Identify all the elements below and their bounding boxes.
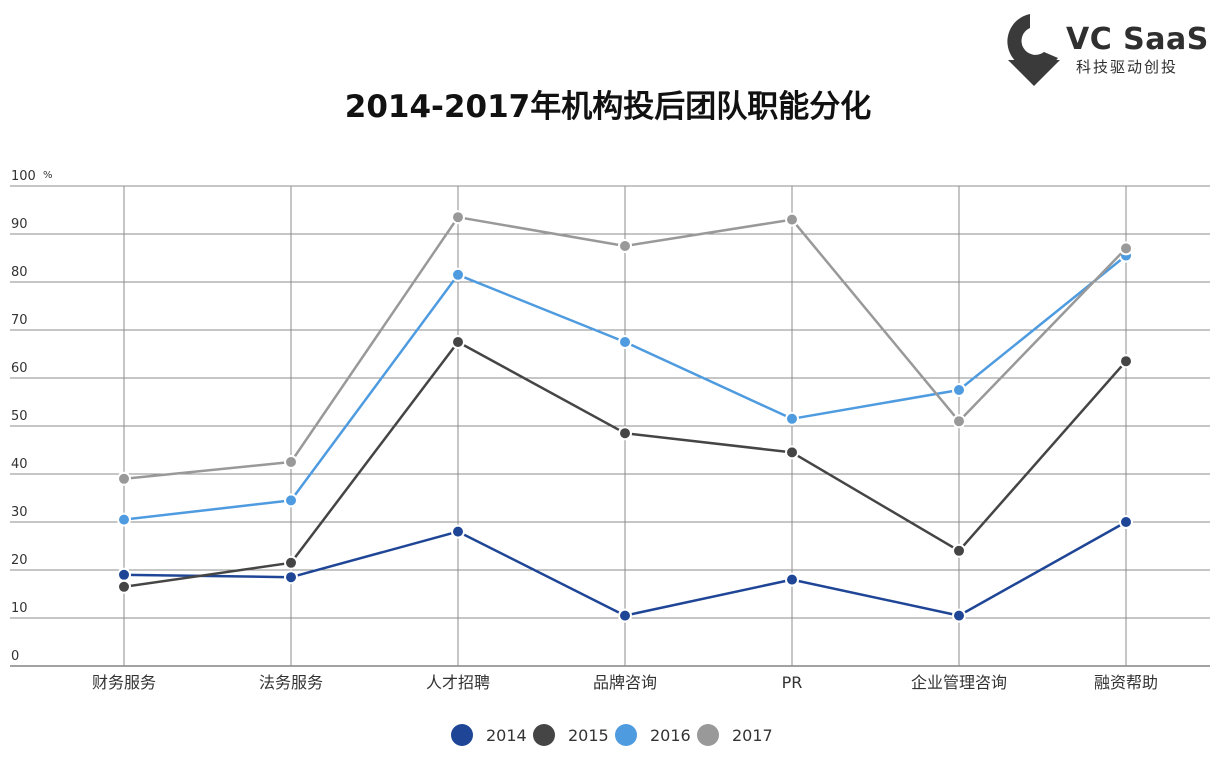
y-tick-label: 90 [11,217,28,232]
y-tick-label: 100 [11,169,36,184]
x-tick-label: 人才招聘 [426,673,490,692]
x-tick-label: 品牌咨询 [593,673,657,692]
data-point-2014 [284,570,298,585]
data-point-2015 [952,543,966,558]
data-point-2015 [451,335,465,349]
legend-item-2015: 2015 [533,724,609,746]
logo-tagline: 科技驱动创投 [1076,58,1179,76]
x-tick-label: 法务服务 [259,673,323,692]
legend-marker [451,724,473,746]
series-2014 [117,515,1133,623]
data-point-2016 [451,267,465,282]
legend-label: 2015 [568,726,609,745]
y-tick-label: 80 [11,265,28,280]
legend-label: 2017 [732,726,773,745]
data-point-2017 [117,471,131,486]
x-axis-labels: 财务服务 法务服务 人才招聘 品牌咨询 PR 企业管理咨询 融资帮助 [92,673,1158,692]
data-point-2016 [284,493,298,508]
x-tick-label: 企业管理咨询 [911,673,1007,692]
data-point-2015 [1119,354,1133,369]
legend-marker [533,724,555,746]
y-tick-label: 70 [11,313,28,328]
legend-label: 2016 [650,726,691,745]
series-2015 [117,335,1133,594]
data-point-2016 [618,335,632,349]
data-point-2015 [117,579,131,594]
data-point-2017 [785,212,799,227]
data-point-2015 [785,445,799,460]
data-point-2017 [284,455,298,469]
data-point-2014 [117,567,131,582]
y-tick-label: 0 [11,649,19,664]
data-point-2017 [618,239,632,253]
logo-mark-icon [1007,14,1060,86]
data-point-2017 [451,210,465,225]
series-2017 [117,210,1133,486]
data-point-2015 [284,555,298,570]
legend-item-2014: 2014 [451,724,527,746]
grid [10,185,1210,667]
legend-item-2016: 2016 [615,724,691,746]
data-point-2014 [618,608,632,623]
data-point-2017 [952,414,966,429]
y-tick-label: 10 [11,601,28,616]
logo-name: VC SaaS [1066,22,1209,57]
y-tick-label: 50 [11,409,28,424]
x-tick-label: 融资帮助 [1094,673,1158,692]
legend-item-2017: 2017 [697,724,773,746]
series-layer [117,210,1133,623]
data-point-2016 [952,383,966,397]
legend-marker [615,724,637,746]
y-axis-labels: 0 10 20 30 40 50 60 70 80 90 100 [11,169,36,664]
data-point-2014 [785,572,799,587]
data-point-2014 [952,608,966,623]
y-tick-label: 60 [11,361,28,376]
data-point-2016 [785,411,799,426]
y-axis-unit: % [43,170,53,181]
data-point-2014 [1119,515,1133,529]
legend: 2014 2015 2016 2017 [451,724,773,746]
y-tick-label: 40 [11,457,28,472]
data-point-2015 [618,426,632,441]
y-tick-label: 30 [11,505,28,520]
x-tick-label: PR [782,673,803,692]
y-tick-label: 20 [11,553,28,568]
legend-label: 2014 [486,726,527,745]
vc-saas-logo: VC SaaS 科技驱动创投 [1000,12,1210,92]
series-2016 [117,248,1133,527]
data-point-2017 [1119,241,1133,256]
legend-marker [697,724,719,746]
data-point-2014 [451,524,465,539]
chart-title: 2014-2017年机构投后团队职能分化 [345,89,871,125]
data-point-2016 [117,512,131,527]
x-tick-label: 财务服务 [92,673,156,692]
